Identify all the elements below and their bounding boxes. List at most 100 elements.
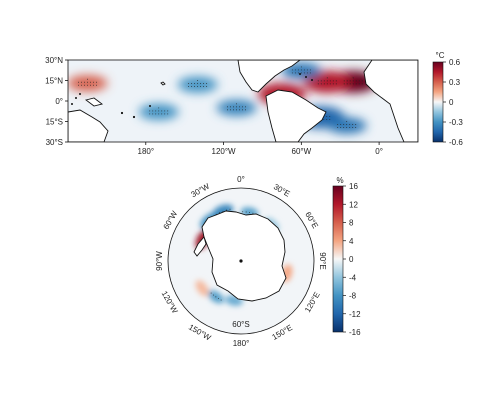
- x-tick-label: 180°: [138, 147, 155, 156]
- islands: [71, 73, 313, 119]
- stipple-dot: [297, 69, 299, 71]
- stipple-dot: [83, 84, 85, 86]
- stipple-dot: [355, 80, 357, 82]
- stipple-dot: [194, 83, 196, 85]
- anomaly-patch: [195, 280, 209, 297]
- anomaly-patch: [216, 99, 257, 116]
- anomaly-field: [68, 62, 378, 134]
- y-tick-label: 30°S: [46, 138, 63, 147]
- stipple-dot: [188, 86, 190, 88]
- stipple-dot: [236, 103, 237, 105]
- stipple-dot: [252, 212, 254, 214]
- stipple-dot: [242, 211, 244, 213]
- latitude-label: 60°S: [232, 320, 249, 329]
- stipple-dot: [337, 127, 339, 129]
- stipple-dot: [225, 209, 227, 211]
- stipple-dot: [303, 69, 305, 71]
- stipple-dot: [149, 110, 151, 112]
- stipple-dot: [329, 118, 331, 120]
- stipple-dot: [361, 80, 363, 82]
- landmass-australia: [68, 109, 109, 142]
- stipple-dot: [155, 113, 157, 115]
- landmass-antarctica: [201, 210, 287, 302]
- colorbar-scale: [332, 185, 344, 333]
- anomaly-patch: [68, 75, 108, 92]
- stipple-dot: [329, 80, 331, 82]
- landmass-hawaii: [160, 81, 166, 86]
- antarctic-peninsula: [193, 236, 207, 257]
- stipple-dot: [291, 72, 293, 74]
- stipple-dot: [188, 83, 190, 85]
- colorbar-tick-label: 8: [349, 219, 354, 228]
- stipple-dot: [349, 124, 351, 126]
- south-pole-marker: [239, 259, 243, 263]
- landmass-north-america: [237, 60, 301, 93]
- stipple-dot: [164, 110, 166, 112]
- landmass-south-america: [265, 89, 327, 142]
- stipple-dot: [326, 77, 328, 79]
- stipple-dot: [152, 110, 154, 112]
- stipple-dot: [220, 299, 222, 301]
- colorbar-unit: °C: [436, 51, 445, 60]
- stipple-dot: [300, 72, 302, 74]
- landmass-new-guinea: [84, 97, 104, 107]
- stipple-dot: [352, 77, 354, 79]
- stipple-dot: [245, 109, 246, 111]
- stipple-dot: [92, 84, 94, 86]
- stipple-dot: [161, 110, 163, 112]
- stipple-dot: [343, 127, 345, 129]
- stipple-dot: [352, 127, 354, 129]
- stipple-dot: [335, 83, 337, 85]
- colorbar-percent: % 16 12 8 4 0 -4 -8 -12 -16: [332, 176, 361, 337]
- stipple-dot: [242, 109, 243, 111]
- stipple-dot: [340, 124, 342, 126]
- stipple-dot: [80, 81, 82, 83]
- stipple-dot: [233, 106, 234, 108]
- stipple-dot: [326, 115, 328, 117]
- stipple-dot: [343, 83, 345, 85]
- y-tick-label: 15°S: [46, 118, 63, 127]
- stipple-dot: [158, 113, 160, 115]
- stipple-dot: [346, 127, 348, 129]
- stipple-dot: [200, 83, 202, 85]
- stipple-dot: [340, 127, 342, 129]
- stipple-dot: [203, 83, 205, 85]
- stipple-dot: [343, 124, 345, 126]
- map-frame: [167, 187, 315, 335]
- stipple-dot: [352, 124, 354, 126]
- colorbar-tick-label: 0.6: [449, 58, 461, 67]
- stipple-dot: [197, 86, 199, 88]
- stipple-dot: [306, 69, 308, 71]
- stipple-dot: [233, 109, 234, 111]
- stipple-dot: [332, 83, 334, 85]
- colorbar-tick-label: 4: [349, 237, 354, 246]
- stipple-dot: [236, 109, 237, 111]
- stipple-dot: [323, 118, 325, 120]
- y-tick-label: 15°N: [45, 77, 63, 86]
- stipple-dot: [326, 118, 328, 120]
- stipple-dot: [358, 80, 360, 82]
- stipple-dot: [155, 110, 157, 112]
- stipple-dot: [306, 72, 308, 74]
- stipple-dot: [86, 84, 88, 86]
- longitude-label: 90°W: [155, 251, 164, 271]
- stipple-dot: [95, 84, 97, 86]
- stipple-dot: [335, 80, 337, 82]
- stipple-dot: [236, 106, 237, 108]
- stipple-dot: [164, 113, 166, 115]
- colorbar-tick-label: -0.3: [449, 118, 463, 127]
- x-tick-label: 120°W: [212, 147, 237, 156]
- x-tick-label: 0°: [375, 147, 383, 156]
- stipple-dot: [329, 115, 331, 117]
- stipple-dot: [349, 80, 351, 82]
- stipple-dot: [152, 113, 154, 115]
- stipple-dot: [191, 86, 193, 88]
- stipple-dot: [158, 107, 160, 109]
- stipple-dot: [349, 127, 351, 129]
- stipple-dot: [83, 81, 85, 83]
- stipple-dot: [317, 83, 319, 85]
- stipple-dot: [161, 113, 163, 115]
- stipple-dot: [197, 80, 199, 82]
- stipple-dot: [219, 212, 220, 214]
- stipple-dot: [80, 84, 82, 86]
